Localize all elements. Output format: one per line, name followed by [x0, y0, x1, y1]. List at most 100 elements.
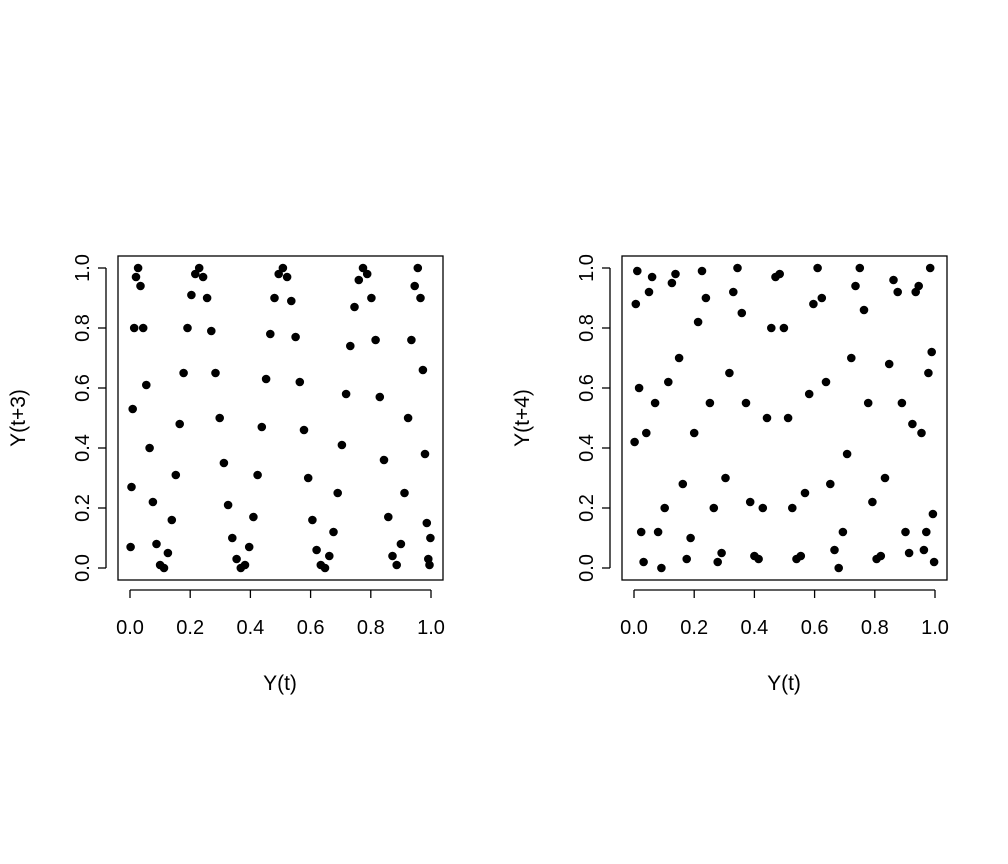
x-tick-label: 0.2	[680, 617, 708, 639]
data-point	[671, 269, 680, 279]
data-point	[278, 263, 288, 273]
data-point	[914, 281, 923, 291]
data-point	[701, 293, 711, 303]
data-point	[674, 353, 684, 363]
data-point	[639, 557, 648, 567]
data-point	[291, 332, 300, 342]
y-tick-label: 0.0	[72, 554, 94, 582]
data-point	[194, 263, 204, 273]
data-point	[929, 557, 939, 567]
data-point	[425, 560, 434, 570]
data-point	[167, 515, 177, 525]
data-point	[647, 272, 657, 282]
data-point	[664, 377, 673, 387]
data-point	[630, 437, 639, 447]
data-point	[198, 272, 208, 282]
data-point	[418, 365, 428, 375]
data-point	[721, 473, 730, 483]
data-point	[202, 293, 212, 303]
data-point	[159, 563, 169, 573]
data-point	[392, 560, 402, 570]
data-point	[270, 293, 279, 303]
data-point	[725, 368, 734, 378]
x-axis: 0.0 0.2 0.4 0.6 0.8 1.0	[116, 589, 445, 639]
data-point	[127, 482, 136, 492]
data-point	[893, 287, 902, 297]
data-point	[697, 266, 707, 276]
data-point	[804, 389, 814, 399]
data-point	[642, 428, 651, 438]
y-tick-label: 0.2	[72, 494, 94, 522]
data-point	[183, 323, 192, 333]
data-point	[908, 419, 917, 429]
data-point	[758, 503, 768, 513]
x-tick-label: 0.6	[801, 617, 829, 639]
data-point	[634, 383, 644, 393]
data-point	[897, 398, 907, 408]
data-point	[129, 323, 139, 333]
data-point	[796, 551, 806, 561]
data-point	[813, 263, 822, 273]
data-point	[657, 563, 666, 573]
data-point	[145, 443, 154, 453]
y-tick-label: 0.0	[576, 554, 598, 582]
data-point	[904, 548, 914, 558]
x-tick-label: 0.4	[236, 617, 264, 639]
data-point	[693, 317, 703, 327]
y-tick-label: 0.6	[576, 374, 598, 402]
x-tick-label: 0.2	[176, 617, 204, 639]
data-point	[308, 515, 317, 525]
data-point	[142, 380, 151, 390]
data-point	[729, 287, 738, 297]
data-point	[426, 533, 435, 543]
data-point	[219, 458, 229, 468]
data-point	[922, 527, 931, 537]
data-point	[303, 473, 313, 483]
data-point	[388, 551, 397, 561]
data-point	[863, 398, 873, 408]
data-point	[384, 512, 393, 522]
data-point	[762, 413, 772, 423]
data-point	[403, 413, 413, 423]
data-point	[410, 281, 420, 291]
x-tick-label: 0.8	[861, 617, 889, 639]
data-point	[253, 470, 262, 480]
data-point	[775, 269, 784, 279]
data-point	[232, 554, 241, 564]
data-point	[686, 533, 695, 543]
data-point	[396, 539, 406, 549]
y-tick-label: 0.6	[72, 374, 94, 402]
x-tick-label: 0.4	[740, 617, 768, 639]
data-point	[175, 419, 184, 429]
data-point	[788, 503, 797, 513]
data-point	[667, 278, 677, 288]
data-point	[919, 545, 929, 555]
x-tick-label: 0.6	[297, 617, 325, 639]
data-point	[407, 335, 416, 345]
data-point	[834, 563, 843, 573]
scatter-panel-left: 0.0 0.2 0.4 0.6 0.8 1.0 0.0 0.2 0.4 0.6 0.8 1.0 Y(…	[7, 254, 445, 695]
data-point	[152, 539, 161, 549]
data-point	[713, 557, 722, 567]
data-point	[842, 449, 852, 459]
data-point	[337, 440, 347, 450]
data-point	[228, 533, 237, 543]
data-point	[826, 479, 835, 489]
data-point	[868, 497, 877, 507]
data-point	[341, 389, 351, 399]
scatter-panel-right: 0.0 0.2 0.4 0.6 0.8 1.0 0.0 0.2 0.4 0.6 0.8 1.0 Y(…	[511, 254, 949, 695]
data-point	[636, 527, 646, 537]
data-point	[266, 329, 275, 339]
data-point	[745, 497, 755, 507]
data-point	[928, 509, 938, 519]
data-point	[847, 353, 856, 363]
data-point	[416, 293, 425, 303]
data-point	[851, 281, 860, 291]
data-point	[889, 275, 898, 285]
data-point	[678, 479, 688, 489]
data-point	[223, 500, 233, 510]
y-tick-label: 0.8	[576, 314, 598, 342]
data-point	[855, 263, 865, 273]
data-point	[733, 263, 742, 273]
data-point	[126, 542, 135, 552]
